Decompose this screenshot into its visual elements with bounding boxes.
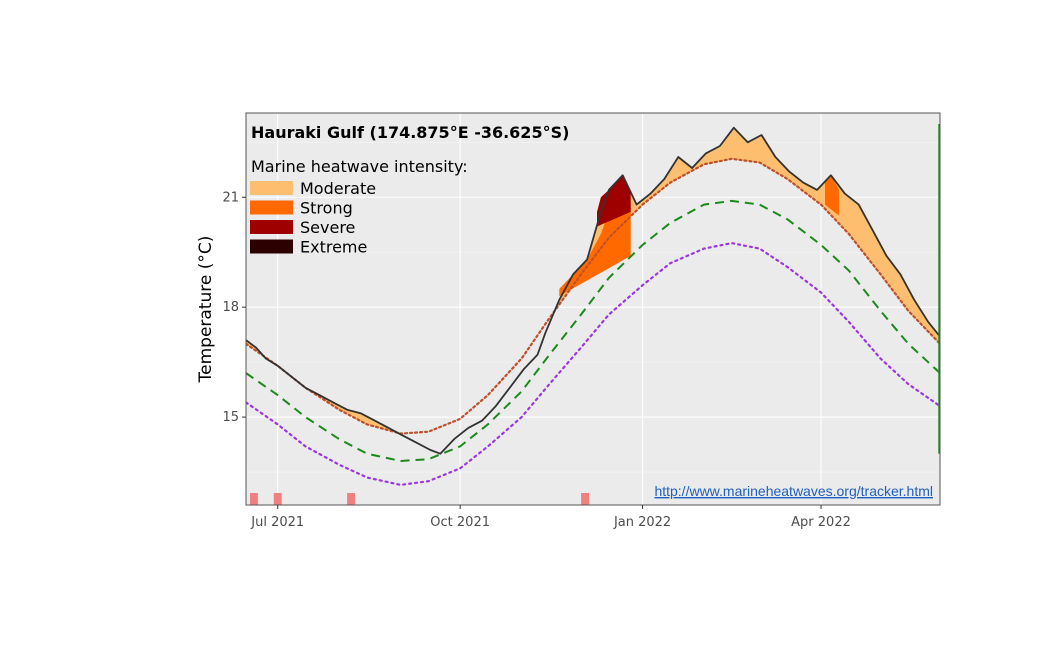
- legend-swatch: [250, 239, 293, 254]
- temperature-line: [246, 126, 940, 455]
- legend-swatch: [250, 220, 293, 234]
- strong-fill: [825, 175, 839, 216]
- event-markers: [249, 493, 590, 505]
- legend-swatch: [250, 200, 293, 215]
- event-marker: [249, 493, 258, 505]
- y-tick-label: 21: [222, 190, 239, 205]
- moderate-fill: [307, 388, 397, 433]
- panel-border: [245, 112, 941, 506]
- climatology-line: [246, 199, 940, 463]
- heatwave-fills: [246, 127, 940, 433]
- legend-swatch: [250, 181, 293, 195]
- y-tick-label: 15: [222, 410, 239, 425]
- event-marker: [347, 493, 356, 505]
- event-marker: [581, 493, 590, 505]
- legend-label: Strong: [300, 199, 353, 218]
- y-tick-label: 18: [222, 300, 239, 315]
- x-axis: Jul 2021 Oct 2021 Jan 2022 Apr 2022: [250, 505, 851, 530]
- x-tick-label: Apr 2022: [791, 515, 851, 530]
- legend-label: Extreme: [300, 238, 367, 257]
- strong-fill: [559, 197, 631, 297]
- moderate-fill: [555, 127, 940, 344]
- x-tick-label: Jan 2022: [613, 515, 671, 530]
- legend-label: Severe: [300, 218, 355, 237]
- y-axis: 15 18 21: [222, 190, 246, 425]
- event-marker: [273, 493, 282, 505]
- threshold-line: [246, 157, 940, 435]
- legend-label: Moderate: [300, 179, 376, 198]
- plot-panel: [246, 113, 940, 505]
- series-lines: [246, 123, 940, 487]
- cold-threshold-line: [246, 241, 940, 487]
- x-tick-label: Oct 2021: [430, 515, 490, 530]
- chart-title: Hauraki Gulf (174.875°E -36.625°S): [251, 123, 569, 142]
- x-tick-label: Jul 2021: [250, 515, 304, 530]
- source-link[interactable]: http://www.marineheatwaves.org/tracker.h…: [654, 483, 933, 499]
- legend-title: Marine heatwave intensity:: [251, 157, 468, 176]
- legend: Marine heatwave intensity: ModerateStron…: [250, 157, 468, 257]
- severe-fill: [597, 175, 631, 227]
- y-axis-title: Temperature (°C): [196, 236, 216, 384]
